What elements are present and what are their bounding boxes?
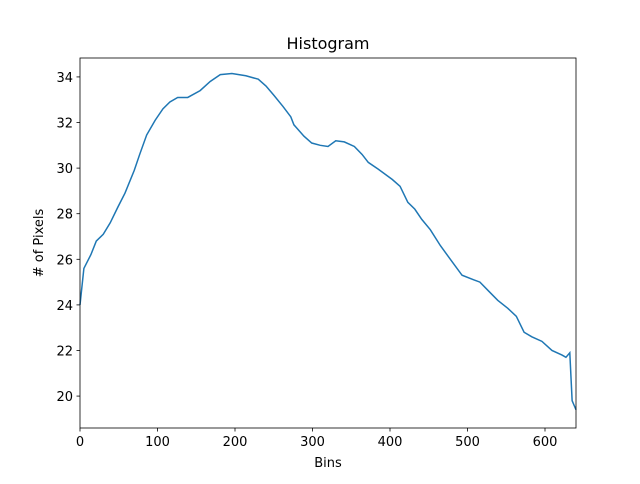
x-axis-label: Bins bbox=[314, 456, 342, 471]
y-tick-label: 24 bbox=[56, 299, 73, 314]
y-tick-label: 22 bbox=[56, 344, 73, 359]
x-tick-label: 200 bbox=[223, 435, 248, 450]
x-tick-label: 500 bbox=[455, 435, 480, 450]
x-tick-label: 300 bbox=[300, 435, 325, 450]
chart-title: Histogram bbox=[287, 34, 370, 53]
y-tick-label: 30 bbox=[56, 162, 73, 177]
y-tick-label: 28 bbox=[56, 208, 73, 223]
x-tick-label: 400 bbox=[378, 435, 403, 450]
data-line bbox=[79, 72, 577, 411]
y-tick-label: 34 bbox=[56, 71, 73, 86]
y-tick-label: 20 bbox=[56, 390, 73, 405]
y-tick-label: 26 bbox=[56, 253, 73, 268]
y-axis-label: # of Pixels bbox=[32, 209, 47, 278]
plot-frame bbox=[79, 57, 577, 429]
x-tick-label: 0 bbox=[76, 435, 84, 450]
x-tick-label: 100 bbox=[145, 435, 170, 450]
x-tick-label: 600 bbox=[533, 435, 558, 450]
y-tick-label: 32 bbox=[56, 117, 73, 132]
